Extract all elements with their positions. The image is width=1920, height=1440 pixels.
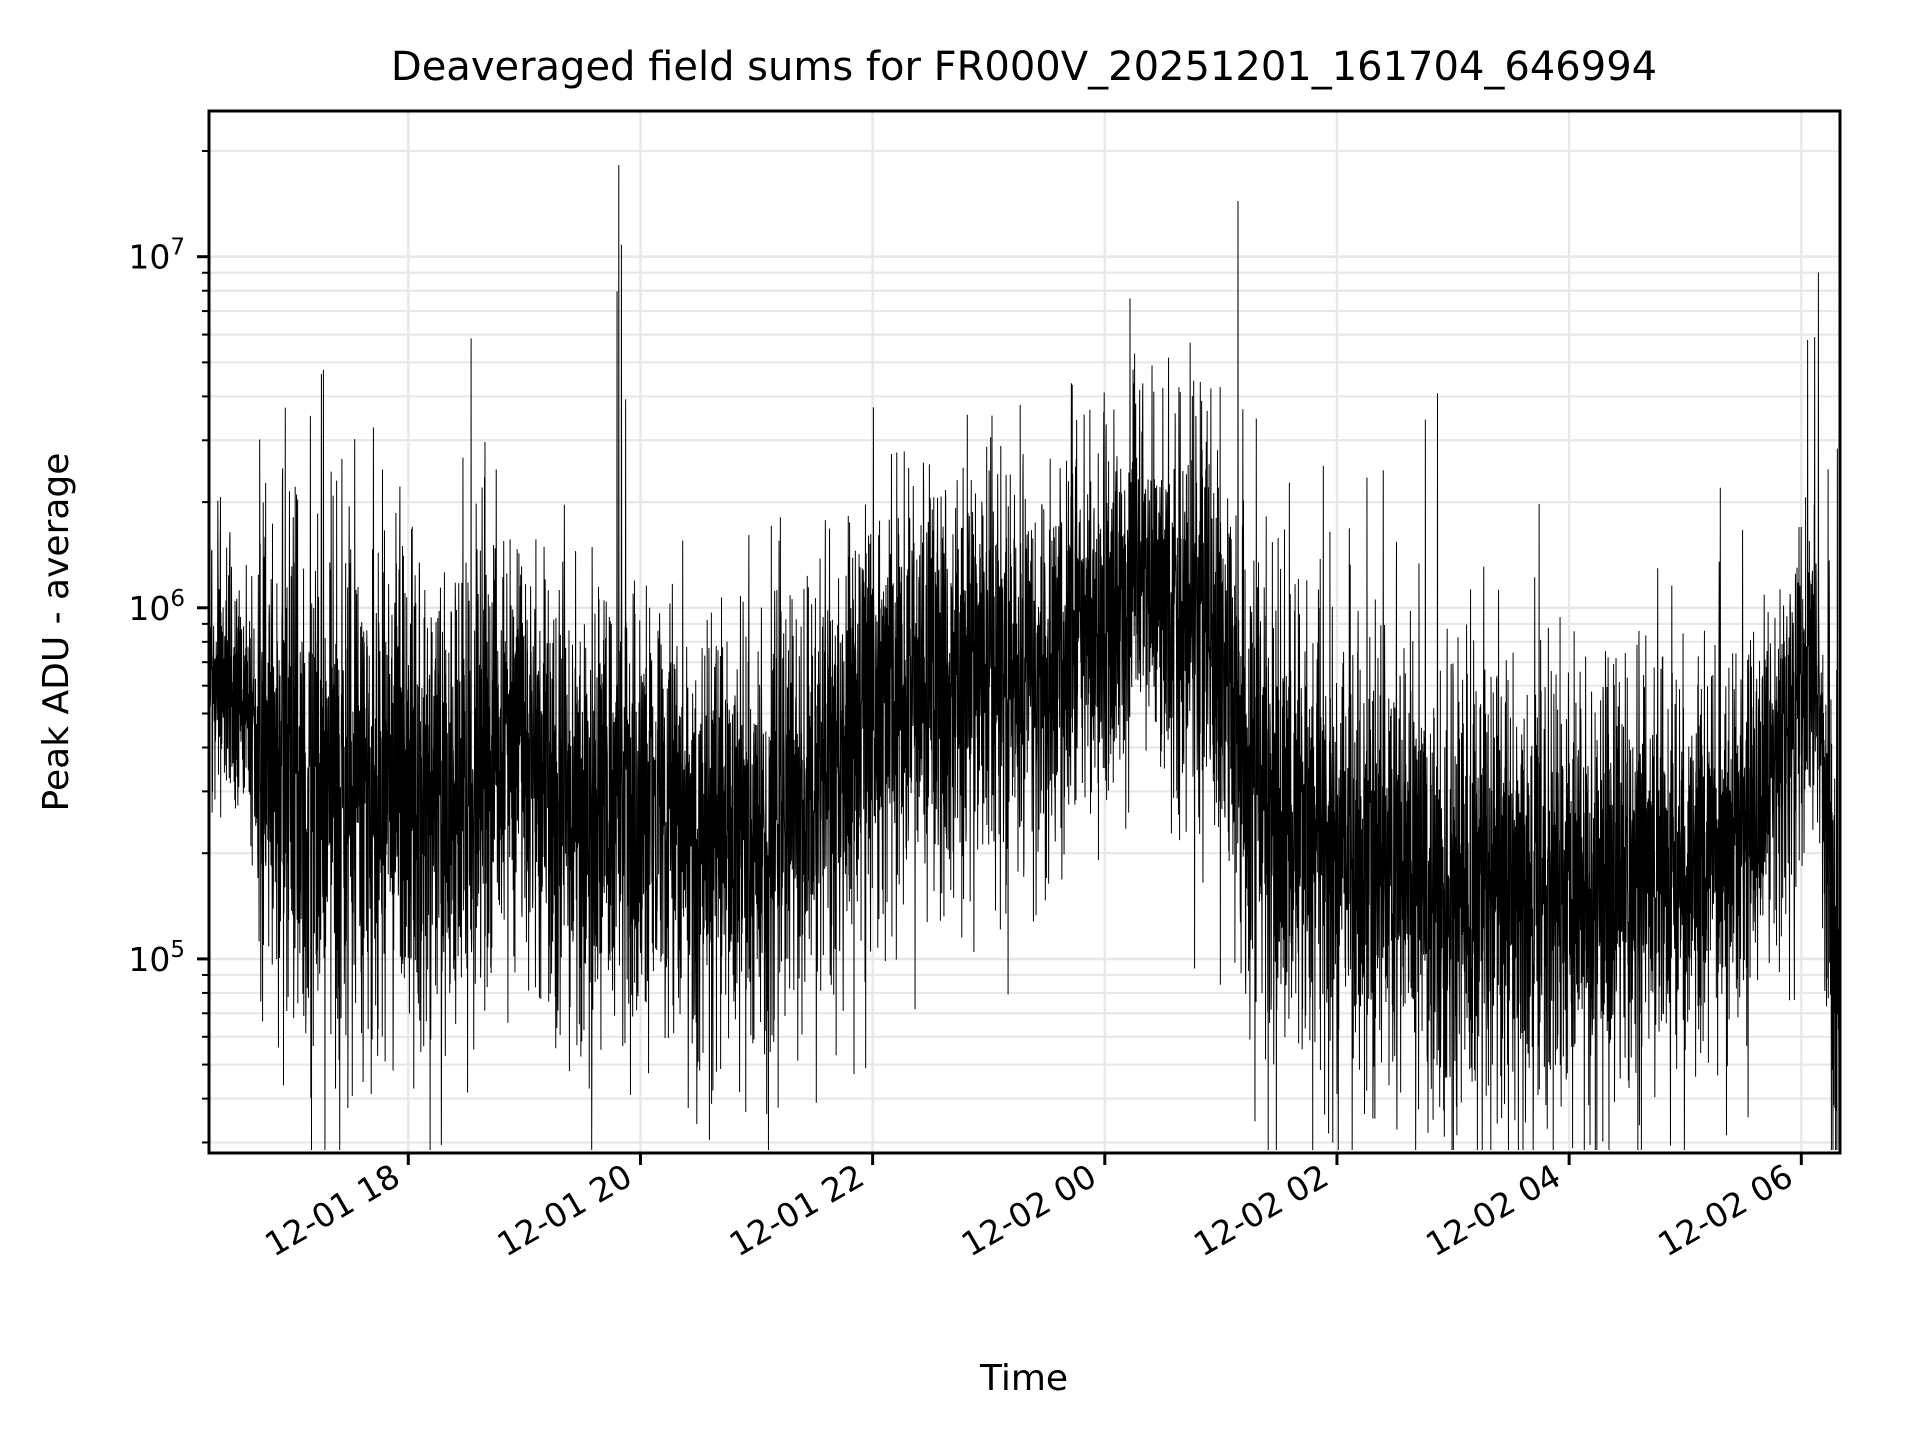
x-axis-label: Time (979, 1358, 1068, 1399)
y-tick-label: 105 (128, 937, 185, 979)
y-tick-label: 106 (128, 586, 185, 628)
series-line-peak-adu (208, 165, 1841, 1150)
data-series-layer (208, 165, 1841, 1150)
axes-frame (207, 109, 1842, 1155)
y-tick-label: 107 (128, 235, 185, 277)
axes-spines (207, 109, 1842, 1155)
chart-title: Deaveraged field sums for FR000V_2025120… (391, 44, 1657, 90)
y-axis-label: Peak ADU - average (36, 453, 77, 812)
y-axis-ticks: 105 106 107 (128, 150, 209, 1144)
